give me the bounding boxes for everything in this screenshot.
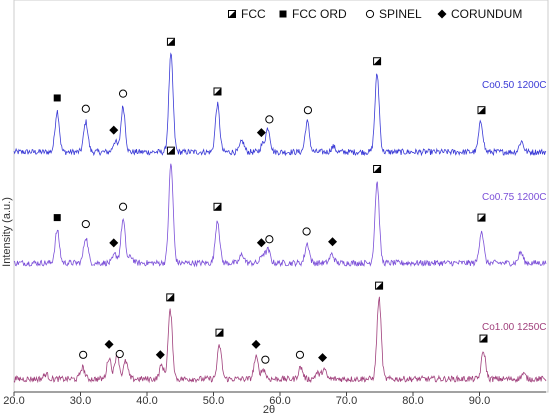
peak-marker-filled-diamond-3-7: [251, 339, 261, 349]
peak-marker-half-filled-square-2-6: [213, 202, 222, 211]
legend-label: SPINEL: [379, 7, 422, 21]
peak-marker-open-circle-1-2: [81, 104, 90, 113]
peak-marker-half-filled-square-3-11: [375, 281, 384, 290]
peak-marker-half-filled-square-1-5: [166, 37, 175, 46]
peak-marker-half-filled-square-3-6: [215, 328, 224, 337]
filled-square-icon: [279, 10, 287, 18]
series-line-2: [13, 163, 547, 268]
peak-marker-half-filled-square-2-5: [166, 146, 175, 155]
peak-marker-open-circle-3-9: [295, 350, 305, 359]
peak-marker-open-circle-2-8: [265, 235, 274, 244]
marker-layer: [53, 37, 488, 364]
series-line-1: [13, 52, 547, 157]
x-tick-label: 40.0: [136, 395, 157, 407]
x-axis-title: 2θ: [263, 404, 275, 416]
peak-marker-open-circle-2-9: [302, 227, 311, 236]
x-tick-label: 90.0: [469, 395, 490, 407]
peak-marker-filled-diamond-2-10: [328, 237, 338, 247]
peak-marker-half-filled-square-3-12: [479, 334, 488, 343]
series-line-3: [13, 296, 547, 384]
peak-marker-open-circle-1-8: [265, 115, 274, 124]
peak-marker-open-circle-2-4: [118, 202, 128, 211]
plot-frame: [13, 0, 549, 393]
peak-marker-open-circle-1-4: [118, 89, 128, 98]
peak-marker-half-filled-square-3-5: [166, 293, 175, 302]
series-label-3: Co1.00 1250C: [482, 322, 547, 333]
series-label-1: Co0.50 1200C: [482, 80, 547, 91]
peak-marker-open-circle-3-3: [115, 349, 124, 359]
legend: FCC FCC ORD SPINEL CORUNDUM: [228, 7, 522, 21]
filled-diamond-icon: [437, 9, 447, 19]
open-circle-icon: [365, 9, 375, 19]
x-tick-label: 70.0: [336, 395, 357, 407]
peak-marker-half-filled-square-1-11: [477, 106, 486, 115]
x-tick-label: 50.0: [203, 395, 224, 407]
peak-marker-filled-square-2-1: [53, 214, 61, 222]
peak-marker-half-filled-square-1-6: [213, 87, 222, 96]
x-tick-label: 80.0: [402, 395, 423, 407]
x-tick-label: 30.0: [70, 395, 91, 407]
peak-marker-half-filled-square-2-12: [477, 213, 486, 222]
legend-label: FCC: [241, 7, 266, 21]
trace-layer: Co0.50 1200C Co0.75 1200C Co1.00 1250C: [13, 52, 547, 384]
peak-marker-filled-diamond-3-4: [155, 350, 165, 360]
peak-marker-open-circle-1-9: [303, 106, 313, 115]
peak-marker-filled-square-1-1: [53, 94, 61, 102]
peak-marker-half-filled-square-2-11: [373, 165, 382, 173]
peak-marker-filled-diamond-3-2: [104, 339, 114, 349]
peak-marker-filled-diamond-3-10: [318, 353, 328, 363]
x-axis: 20.0 30.0 40.0 50.0 60.0 70.0 80.0 90.0: [3, 391, 546, 407]
x-tick-label: 60.0: [269, 395, 290, 407]
peak-marker-open-circle-2-2: [81, 219, 90, 229]
peak-marker-open-circle-3-1: [79, 350, 88, 359]
half-filled-square-icon: [228, 10, 236, 18]
y-axis-title: Intensity (a.u.): [1, 197, 13, 267]
x-tick-label: 20.0: [3, 395, 24, 407]
peak-marker-filled-diamond-1-3: [109, 125, 119, 135]
series-label-2: Co0.75 1200C: [482, 192, 547, 203]
peak-marker-filled-diamond-1-7: [256, 128, 266, 138]
legend-label: FCC ORD: [292, 7, 347, 21]
peak-marker-half-filled-square-1-10: [373, 57, 382, 66]
peak-marker-filled-diamond-2-3: [109, 238, 119, 248]
peak-marker-filled-diamond-2-7: [256, 238, 266, 248]
legend-label: CORUNDUM: [451, 7, 522, 21]
peak-marker-open-circle-3-8: [261, 355, 270, 364]
